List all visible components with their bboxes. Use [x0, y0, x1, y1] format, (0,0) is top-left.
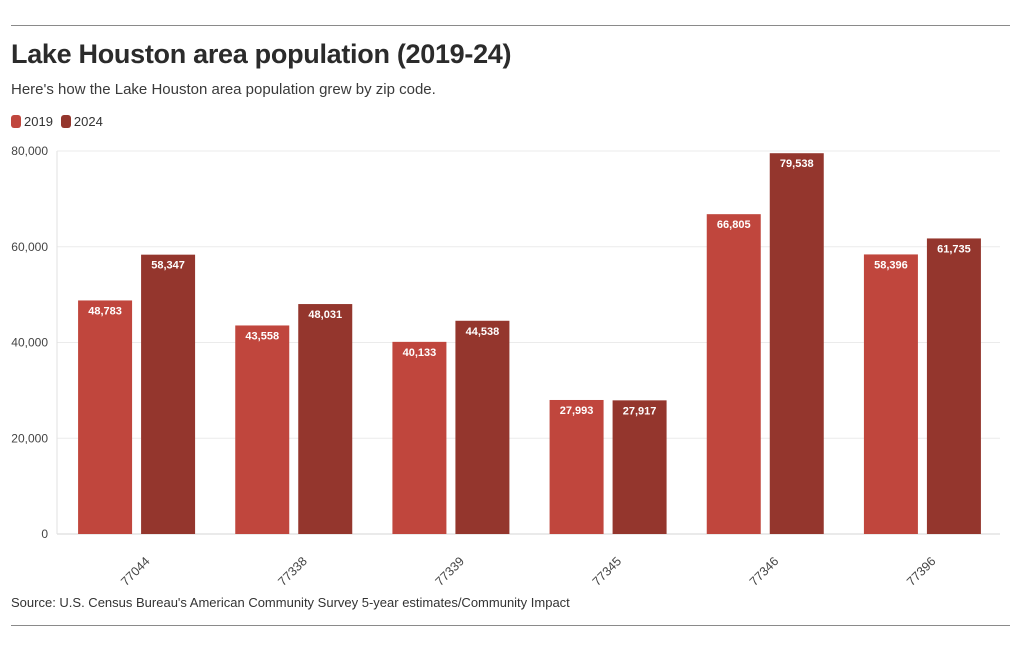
y-tick-label: 80,000	[11, 144, 48, 158]
y-tick-label: 20,000	[11, 431, 48, 445]
y-tick-label: 0	[41, 527, 48, 541]
data-label: 27,993	[560, 405, 594, 417]
legend: 2019 2024	[11, 114, 103, 129]
chart-title: Lake Houston area population (2019-24)	[11, 39, 512, 69]
data-label: 79,538	[780, 158, 814, 170]
legend-label-2024: 2024	[73, 114, 103, 129]
data-label: 61,735	[937, 243, 971, 255]
bar-2024-77044	[141, 254, 196, 534]
legend-swatch-2019	[11, 115, 21, 128]
bar-2024-77339	[455, 320, 510, 534]
chart-subtitle: Here's how the Lake Houston area populat…	[11, 81, 436, 98]
bar-2024-77345	[612, 400, 667, 534]
x-tick-label: 77345	[590, 554, 625, 585]
bar-2024-77396	[926, 238, 981, 534]
data-label: 48,031	[308, 309, 342, 321]
data-label: 66,805	[717, 219, 751, 231]
bar-2024-77338	[298, 304, 353, 534]
x-tick-label: 77339	[433, 554, 468, 585]
bar-2019-77345	[549, 399, 604, 534]
bar-2019-77396	[863, 254, 918, 535]
legend-item-2019[interactable]: 2019	[11, 114, 53, 129]
x-tick-label: 77346	[747, 554, 782, 585]
bar-2019-77339	[392, 341, 447, 534]
source-note: Source: U.S. Census Bureau's American Co…	[11, 595, 570, 610]
x-tick-label: 77396	[904, 554, 939, 585]
legend-label-2019: 2019	[24, 114, 53, 129]
data-label: 58,347	[151, 260, 185, 272]
bar-2019-77044	[78, 300, 133, 534]
data-label: 44,538	[466, 326, 500, 338]
data-label: 58,396	[874, 259, 908, 271]
data-label: 48,783	[88, 305, 122, 317]
data-label: 27,917	[623, 405, 657, 417]
bar-2019-77346	[706, 214, 761, 534]
bar-chart: 0 20,000 40,000 60,000 80,000 48,783 58,347 770…	[11, 144, 1000, 585]
x-tick-label: 77338	[275, 554, 310, 585]
x-tick-label: 77044	[118, 554, 153, 585]
y-tick-label: 60,000	[11, 240, 48, 254]
bar-2019-77338	[235, 325, 290, 534]
legend-item-2024[interactable]: 2024	[60, 114, 103, 129]
bottom-rule	[11, 625, 1010, 626]
y-tick-label: 40,000	[11, 336, 48, 350]
data-label: 43,558	[245, 330, 279, 342]
bar-2024-77346	[769, 153, 824, 534]
data-label: 40,133	[403, 347, 437, 359]
top-rule	[11, 25, 1010, 26]
legend-swatch-2024	[60, 115, 71, 128]
